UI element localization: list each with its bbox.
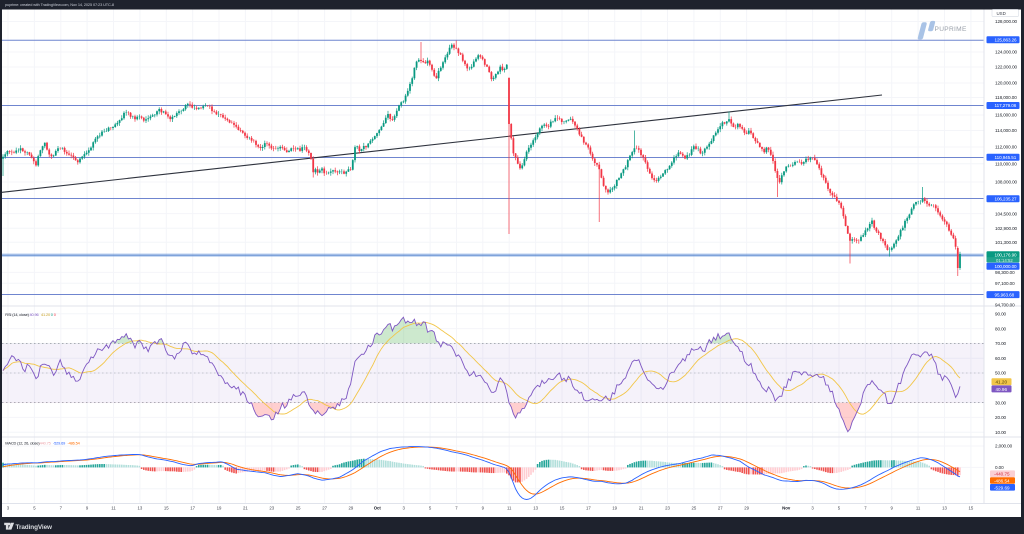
svg-text:15: 15 [164,506,169,511]
svg-text:116,000.00: 116,000.00 [995,113,1017,118]
svg-text:-529.69: -529.69 [53,440,65,445]
svg-text:100,176.90: 100,176.90 [995,253,1018,258]
svg-text:10.00: 10.00 [995,430,1007,435]
svg-text:9: 9 [86,506,89,511]
svg-text:5: 5 [429,506,432,511]
svg-text:01:14:52: 01:14:52 [996,258,1013,263]
svg-text:19: 19 [612,506,617,511]
svg-text:125,863.26: 125,863.26 [995,38,1018,43]
svg-text:118,000.00: 118,000.00 [995,95,1017,100]
svg-text:13: 13 [533,506,538,511]
svg-text:27: 27 [322,506,327,511]
svg-text:0: 0 [51,312,54,317]
svg-text:122,000.00: 122,000.00 [995,65,1018,70]
svg-text:50.00: 50.00 [995,371,1007,376]
svg-text:puprime: created with TradingV: puprime: created with TradingView.com, N… [5,2,114,7]
svg-text:25: 25 [692,506,697,511]
svg-text:20.00: 20.00 [995,415,1007,420]
svg-text:23: 23 [665,506,670,511]
svg-text:108,000.00: 108,000.00 [995,180,1018,185]
svg-text:29: 29 [349,506,354,511]
svg-text:27: 27 [718,506,723,511]
svg-text:120,000.00: 120,000.00 [995,81,1018,86]
svg-text:102,900.00: 102,900.00 [995,226,1018,231]
svg-text:40.96: 40.96 [996,387,1008,392]
svg-text:RSI (14, close): RSI (14, close) [5,312,29,317]
svg-text:19: 19 [217,506,222,511]
svg-text:PUPRIME: PUPRIME [935,26,967,33]
svg-text:128,000.00: 128,000.00 [995,19,1018,24]
svg-text:97,100.00: 97,100.00 [995,281,1015,286]
svg-text:2,000.00: 2,000.00 [995,444,1013,449]
svg-text:114,000.00: 114,000.00 [995,128,1017,133]
svg-text:98,300.00: 98,300.00 [995,270,1015,275]
svg-text:-529.69: -529.69 [994,485,1010,490]
svg-text:104,500.00: 104,500.00 [995,211,1018,216]
svg-text:USD: USD [997,11,1006,16]
svg-text:23: 23 [269,506,274,511]
svg-text:5: 5 [33,506,36,511]
svg-text:106,235.27: 106,235.27 [995,196,1018,201]
svg-text:25: 25 [296,506,301,511]
svg-text:29: 29 [744,506,749,511]
svg-text:9: 9 [891,506,894,511]
svg-text:21: 21 [639,506,644,511]
svg-text:3: 3 [811,506,814,511]
svg-text:60.00: 60.00 [995,356,1007,361]
svg-text:13: 13 [138,506,143,511]
svg-text:11: 11 [916,506,921,511]
svg-text:15: 15 [560,506,565,511]
svg-text:110,945.51: 110,945.51 [995,155,1017,160]
svg-text:100,000.00: 100,000.00 [995,264,1018,269]
svg-text:17: 17 [190,506,195,511]
svg-text:Oct: Oct [374,506,382,511]
svg-text:7: 7 [864,506,867,511]
svg-text:-486.54: -486.54 [994,479,1010,484]
svg-text:MACD (12, 26, close): MACD (12, 26, close) [5,440,40,445]
svg-text:41.20: 41.20 [996,380,1008,385]
svg-text:70.00: 70.00 [995,341,1007,346]
svg-text:3: 3 [403,506,406,511]
svg-text:80.00: 80.00 [995,326,1007,331]
svg-text:3: 3 [7,506,10,511]
svg-text:11: 11 [111,506,116,511]
svg-text:110,000.00: 110,000.00 [995,161,1017,166]
svg-text:5: 5 [838,506,841,511]
svg-text:11: 11 [507,506,512,511]
svg-text:Nov: Nov [782,506,791,511]
svg-text:112,000.00: 112,000.00 [995,145,1017,150]
svg-text:30.00: 30.00 [995,400,1007,405]
svg-text:7: 7 [60,506,63,511]
svg-text:94,700.00: 94,700.00 [995,303,1015,308]
svg-text:124,000.00: 124,000.00 [995,50,1018,55]
svg-text:21: 21 [243,506,248,511]
svg-text:-440.75: -440.75 [39,440,51,445]
svg-text:95,963.68: 95,963.68 [995,292,1015,297]
svg-text:7: 7 [455,506,458,511]
svg-text:9: 9 [482,506,485,511]
svg-text:101,300.00: 101,300.00 [995,240,1018,245]
svg-text:117,279.06: 117,279.06 [995,103,1017,108]
svg-text:90.00: 90.00 [995,312,1007,317]
svg-text:17: 17 [586,506,591,511]
svg-text:TradingView: TradingView [16,524,53,531]
svg-text:-486.54: -486.54 [68,440,81,445]
svg-text:0.00: 0.00 [995,465,1004,470]
svg-text:15: 15 [969,506,974,511]
svg-text:0: 0 [54,312,57,317]
svg-text:40.96: 40.96 [30,312,39,317]
svg-text:13: 13 [942,506,947,511]
svg-text:41.20: 41.20 [41,312,51,317]
svg-text:-440.75: -440.75 [994,472,1010,477]
